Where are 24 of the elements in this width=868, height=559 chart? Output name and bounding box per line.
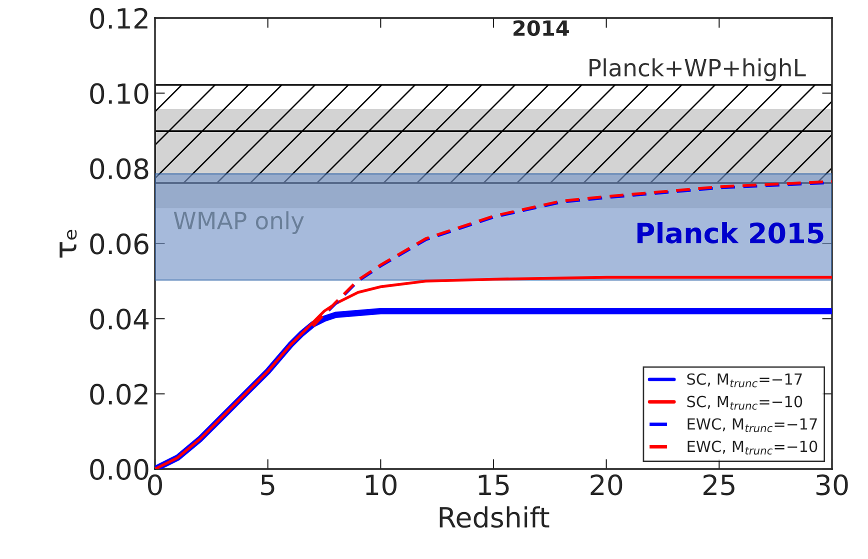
- x-tick-label: 30: [816, 474, 848, 496]
- y-tick-label: 0.02: [90, 384, 148, 405]
- annotation: 2014: [514, 20, 569, 36]
- y-tick-label: 0.04: [90, 308, 149, 330]
- y-tick-label: 0.06: [90, 233, 148, 254]
- legend-label: EWC, M$_{trunc}$=−10: [688, 440, 818, 455]
- y-tick-label: 0.10: [90, 83, 148, 104]
- x-tick-label: 20: [590, 474, 622, 496]
- x-tick-label: 25: [704, 474, 734, 496]
- y-axis-title: τₑ: [60, 230, 77, 258]
- x-tick-label: 15: [478, 474, 509, 496]
- x-tick-label: 0: [148, 474, 162, 496]
- x-tick-label: 10: [366, 474, 396, 496]
- y-tick-label: 0.00: [90, 458, 148, 480]
- legend-label: EWC, M$_{trunc}$=−17: [688, 418, 817, 432]
- y-tick-label: 0.12: [90, 8, 148, 29]
- x-tick-label: 5: [261, 474, 274, 496]
- y-tick-label: 0.08: [90, 158, 148, 180]
- band-label: Planck+WP+highL: [590, 58, 806, 82]
- x-axis-title: Redshift: [440, 506, 550, 528]
- band-label: WMAP only: [174, 211, 304, 234]
- legend-label: SC, M$_{trunc}$=−17: [687, 373, 802, 388]
- legend-label: SC, M$_{trunc}$=−10: [687, 396, 802, 410]
- band-label: Planck 2015: [637, 222, 824, 244]
